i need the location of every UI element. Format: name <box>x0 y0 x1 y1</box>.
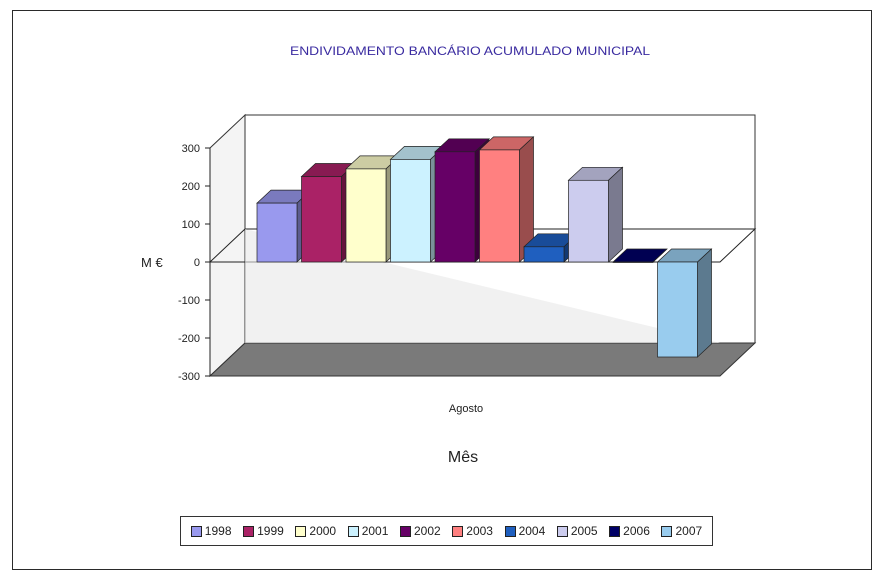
bar-front-face <box>301 176 342 263</box>
y-tick-label: 0 <box>194 257 200 269</box>
legend-entry-2000: 2000 <box>295 524 336 538</box>
legend-entry-2007: 2007 <box>661 524 702 538</box>
y-tick-label: -200 <box>178 333 200 345</box>
y-tick-label: 300 <box>182 143 200 155</box>
bar-front-face <box>568 179 609 263</box>
bar-2006 <box>612 248 668 263</box>
legend-label: 1999 <box>257 524 284 538</box>
y-axis-label: M € <box>141 255 163 270</box>
legend-entry-2005: 2005 <box>556 524 598 538</box>
bar-2003 <box>478 136 535 263</box>
legend-swatch <box>504 525 516 537</box>
bar-side-face <box>697 248 712 358</box>
bar-front-face <box>612 261 654 263</box>
bar-2005 <box>567 166 624 263</box>
legend-swatch <box>609 525 621 537</box>
bar-front-face <box>523 246 565 263</box>
legend-swatch <box>556 525 568 537</box>
legend-label: 2002 <box>413 524 441 538</box>
chart-legend: 1998 1999 2000 2001 2002 2003 2004 2005 2006 2007 <box>180 516 713 546</box>
legend-label: 2006 <box>623 524 650 538</box>
legend-swatch <box>243 525 255 537</box>
legend-label: 2004 <box>518 524 546 538</box>
legend-entry-1999: 1999 <box>243 524 284 538</box>
bar-2007 <box>656 248 713 358</box>
legend-label: 2001 <box>361 524 389 538</box>
y-tick-label: 100 <box>182 219 200 231</box>
legend-entry-2006: 2006 <box>609 524 650 538</box>
bar-front-face <box>256 202 298 263</box>
y-tick-label: -300 <box>178 371 200 383</box>
bar-front-face <box>345 168 387 263</box>
bar-side-face <box>652 248 668 263</box>
y-tick-label: -100 <box>178 295 200 307</box>
legend-label: 2005 <box>570 524 598 538</box>
legend-swatch <box>661 525 673 537</box>
y-tick-label: 200 <box>182 181 200 193</box>
bar-2002 <box>434 137 490 263</box>
chart-title: ENDIVIDAMENTO BANCÁRIO ACUMULADO MUNICIP… <box>290 43 650 58</box>
floor <box>208 342 757 377</box>
legend-label: 2000 <box>309 524 337 538</box>
bar-front-face <box>479 149 520 263</box>
legend-entry-2003: 2003 <box>452 524 493 538</box>
legend-swatch <box>295 525 307 537</box>
legend-label: 2003 <box>466 524 493 538</box>
legend-label: 2007 <box>675 524 703 538</box>
bar-chart-3d: 300 200 100 0 -100 -200 -300 ENDIVIDAMENTO BAN… <box>141 43 757 466</box>
x-category-label: Agosto <box>449 403 483 415</box>
legend-entry-1998: 1998 <box>190 524 232 538</box>
legend-swatch <box>190 525 202 537</box>
legend-entry-2004: 2004 <box>504 524 546 538</box>
bar-front-face <box>434 151 476 263</box>
legend-swatch <box>452 525 464 537</box>
legend-swatch <box>347 525 359 537</box>
x-axis-label: Mês <box>448 449 478 466</box>
legend-swatch <box>399 525 411 537</box>
legend-entry-2002: 2002 <box>399 524 441 538</box>
legend-entry-2001: 2001 <box>347 524 389 538</box>
legend-label: 1998 <box>204 524 232 538</box>
bar-side-face <box>608 166 623 263</box>
bar-front-face <box>657 261 698 358</box>
bar-front-face <box>390 159 431 263</box>
